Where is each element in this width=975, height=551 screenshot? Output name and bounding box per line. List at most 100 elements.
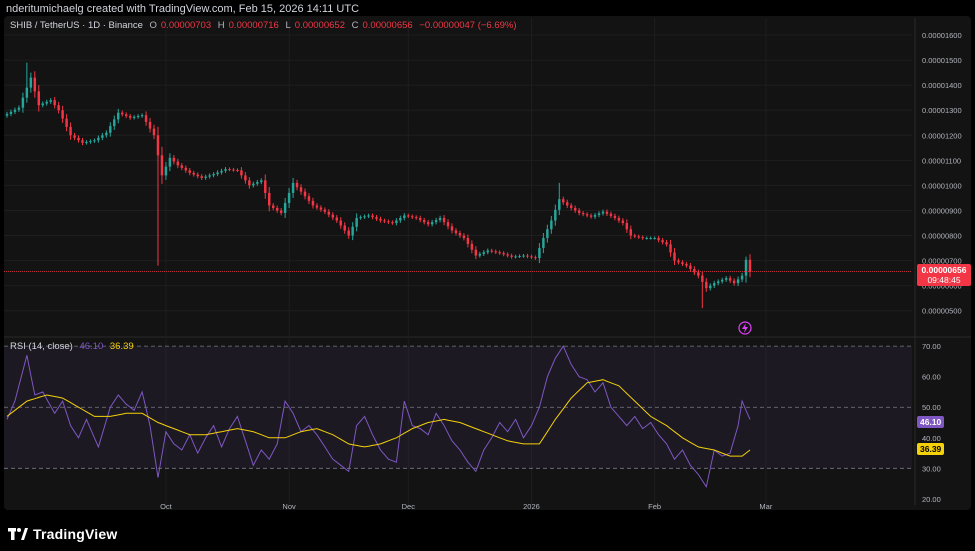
candle-body [256,182,259,184]
candle-body [550,220,553,230]
candle-body [264,180,267,193]
candle-body [156,135,160,156]
candle-body [232,169,235,171]
price-tick-label: 0.00001000 [922,181,962,190]
candle-body [268,192,271,206]
candle-body [681,262,684,264]
candle-body [720,279,724,282]
candle-body [446,222,450,227]
candle-body [685,263,688,266]
candle-body [736,279,740,284]
candle-body [677,260,680,263]
price-tick-label: 0.00001300 [922,106,962,115]
candle-body [132,116,136,118]
candle-body [97,137,100,141]
candle-body [208,175,211,177]
candle-body [565,202,569,206]
rsi-label[interactable]: RSI (14, close) [10,341,73,352]
candle-body [613,215,617,218]
candle-body [462,235,466,239]
candle-body [673,252,676,261]
candle-body [184,167,188,171]
candle-body [645,238,648,240]
rsi-ma-line [6,379,751,457]
lightning-circle [738,321,752,335]
candle-body [319,207,323,210]
candle-body [200,176,203,178]
candle-body [81,140,84,143]
candle-body [605,211,609,214]
chart-area[interactable] [4,16,971,510]
candle-body [275,207,279,211]
price-tick-label: 0.00001500 [922,56,962,65]
candle-body [21,97,25,108]
tradingview-logo[interactable]: TradingView [8,525,117,543]
candle-body [534,257,537,259]
candle-body [621,220,625,223]
candle-body [176,161,180,166]
price-tick-label: 0.00001200 [922,131,962,140]
change-value: −0.00000047 (−6.69%) [419,20,517,31]
last-price-badge: 0.00000656 09:48:45 [917,264,971,286]
candle-body [53,100,56,106]
chart-credit: nderitumichaelg created with TradingView… [6,3,360,15]
candle-body [403,215,406,218]
candle-body [665,242,668,245]
tradingview-icon [8,528,28,540]
candle-body [558,199,561,210]
candle-body [17,107,21,110]
candle-body [85,141,88,143]
candles-layer [4,62,912,335]
price-tick-label: 0.00000600 [922,282,962,291]
open-value: 0.00000703 [160,20,212,31]
candle-body [724,278,728,280]
symbol-label[interactable]: SHIB / TetherUS · 1D · Binance [10,20,143,31]
price-tick-label: 0.00000700 [922,257,962,266]
candle-body [279,210,283,213]
candle-body [546,229,549,239]
rsi-value-badge: 46.10 [917,416,945,428]
low-value: 0.00000652 [294,20,345,31]
candle-body [192,172,195,175]
candle-body [562,199,565,203]
candle-body [498,252,501,254]
candle-body [220,170,223,173]
rsi-tick-label: 50.00 [922,403,941,412]
candle-body [248,180,251,186]
candle-body [180,165,184,168]
candle-body [426,222,430,225]
candle-body [434,220,438,223]
price-tick-label: 0.00001600 [922,31,962,40]
candle-body [260,180,263,183]
candle-body [363,216,366,218]
candle-body [196,174,199,177]
grid-layer [4,18,971,505]
candle-body [228,169,231,171]
candle-body [371,215,374,218]
candle-body [327,211,331,215]
candle-body [542,238,545,249]
candle-body [422,220,426,223]
candle-body [307,196,311,201]
candle-body [418,217,422,221]
open-label: O [149,20,157,31]
time-tick-label: Nov [282,502,296,511]
candle-body [689,265,692,269]
ohlc-values: O 0.00000703 H 0.00000716 L 0.00000652 C 0.0… [150,20,521,31]
rsi-legend: RSI (14, close) 46.10 36.39 [10,341,138,352]
candle-body [637,236,640,238]
close-value: 0.00000656 [362,20,413,31]
rsi-layer [4,345,912,488]
candle-body [283,202,287,213]
candle-body [657,238,660,241]
candle-body [625,222,629,230]
candle-body [148,121,152,129]
candle-body [29,77,33,88]
candle-body [136,116,140,118]
candle-body [577,210,581,213]
candle-body [101,135,104,138]
candle-body [713,283,716,286]
candle-body [9,111,13,114]
candle-body [160,155,164,176]
